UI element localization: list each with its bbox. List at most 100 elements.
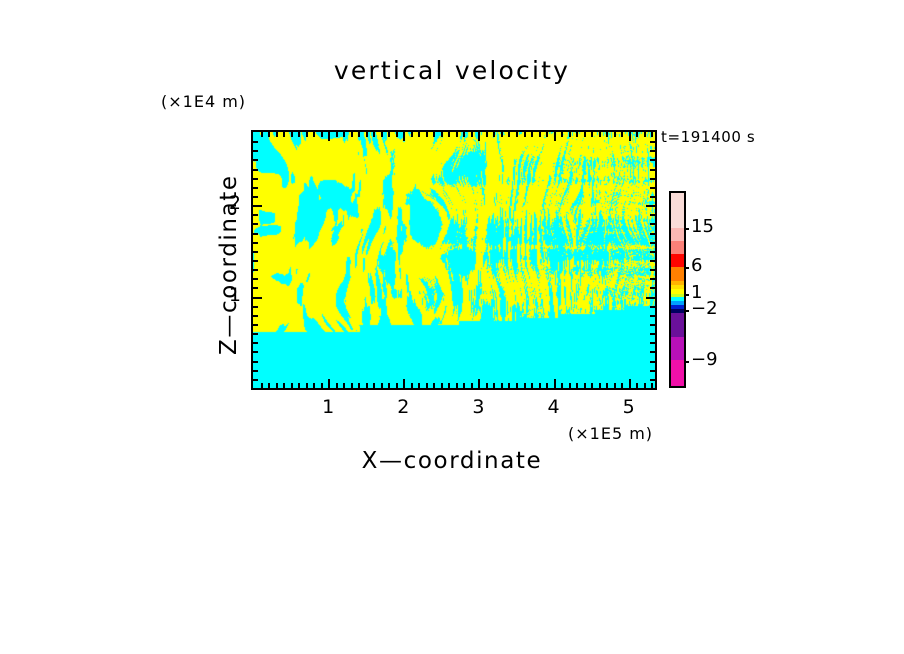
x-tick [493,132,495,137]
x-tick [336,132,338,137]
x-tick [268,132,270,137]
y-tick [253,379,258,381]
colorbar-band [671,288,684,294]
x-tick [261,383,263,388]
x-tick [313,383,315,388]
y-tick [650,333,655,335]
x-tick [569,132,571,137]
x-tick [396,383,398,388]
x-tick [546,132,548,137]
x-tick [351,132,353,137]
y-tick [253,223,258,225]
x-tick [569,383,571,388]
x-tick [433,383,435,388]
x-tick [276,383,278,388]
y-tick [650,242,655,244]
x-tick [261,132,263,137]
y-tick [650,233,655,235]
x-tick [531,132,533,137]
x-tick [343,383,345,388]
vertical-velocity-field [253,132,655,388]
x-tick [599,132,601,137]
x-tick [298,132,300,137]
x-tick [328,379,330,388]
x-tick [448,132,450,137]
x-tick [381,132,383,137]
x-tick [381,383,383,388]
x-tick [463,132,465,137]
colorbar-tick [684,361,689,363]
colorbar-band [671,313,684,337]
colorbar-band [671,241,684,254]
x-tick [418,132,420,137]
y-tick [253,287,258,289]
y-tick [253,141,258,143]
y-tick [253,159,258,161]
x-tick [388,132,390,137]
y-tick [650,187,655,189]
y-tick [650,306,655,308]
x-tick [599,383,601,388]
x-tick [418,383,420,388]
x-tick [471,132,473,137]
x-tick [283,383,285,388]
x-tick [629,379,631,388]
y-tick [650,269,655,271]
x-tick [516,132,518,137]
x-tick [268,383,270,388]
y-tick [650,379,655,381]
y-tick [650,260,655,262]
x-tick [486,383,488,388]
x-tick [554,132,556,141]
x-tick [336,383,338,388]
y-tick [253,315,258,317]
x-tick [306,383,308,388]
x-tick [313,132,315,137]
colorbar-band [671,293,684,297]
y-tick [650,150,655,152]
colorbar-label: −2 [691,298,718,319]
colorbar-tick [684,228,689,230]
x-tick-label: 2 [397,396,410,418]
x-tick [524,383,526,388]
x-tick [561,132,563,137]
colorbar-band [671,300,684,305]
x-tick [321,383,323,388]
x-tick [471,383,473,388]
y-tick [650,278,655,280]
colorbar-band [671,296,684,301]
x-tick [508,383,510,388]
x-tick [576,132,578,137]
x-tick [539,383,541,388]
x-tick [298,383,300,388]
colorbar-band [671,281,684,286]
x-axis-title: X—coordinate [361,448,543,474]
colorbar-tick [684,310,689,312]
x-tick [403,132,405,141]
x-tick [373,383,375,388]
y-tick [646,205,655,207]
x-tick [636,383,638,388]
y-tick [650,370,655,372]
y-tick [253,269,258,271]
x-tick [546,383,548,388]
x-tick [426,132,428,137]
x-tick [651,383,653,388]
y-tick [650,159,655,161]
y-tick [650,251,655,253]
x-tick-label: 3 [472,396,485,418]
x-tick [291,132,293,137]
x-tick [531,383,533,388]
x-tick [614,132,616,137]
x-tick [358,132,360,137]
colorbar-band [671,253,684,268]
y-tick [253,324,258,326]
x-tick [358,383,360,388]
y-tick [253,297,262,299]
x-tick [396,132,398,137]
x-tick [373,132,375,137]
x-tick [644,132,646,137]
colorbar-label: 1 [691,282,703,303]
x-tick [478,132,480,141]
x-tick [501,383,503,388]
